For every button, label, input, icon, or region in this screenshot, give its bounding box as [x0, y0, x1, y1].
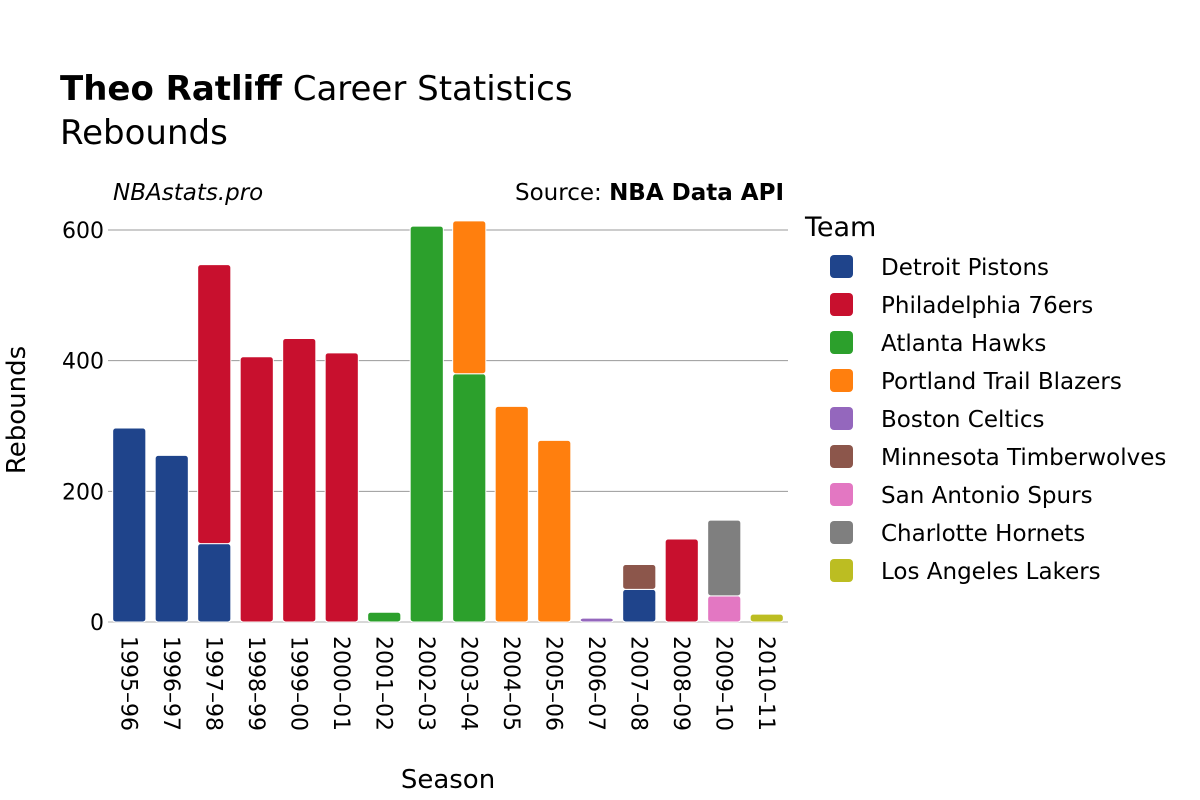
x-tick-label: 2005–06 — [540, 636, 565, 731]
title-rest: Career Statistics — [282, 69, 573, 109]
watermark: NBAstats.pro — [113, 180, 263, 206]
y-tick-label: 600 — [62, 219, 104, 244]
bar-segment — [579, 617, 614, 623]
x-axis-ticks: 1995–96 1996–97 1997–98 1998–99 1999–00 2000–… — [115, 636, 778, 731]
legend-swatch — [830, 293, 853, 316]
y-axis-title: Rebounds — [2, 346, 32, 474]
bars — [112, 220, 784, 623]
bar-segment — [664, 538, 699, 623]
x-tick-label: 1996–97 — [158, 636, 183, 731]
bar-segment — [452, 220, 487, 375]
bar-segment — [154, 454, 189, 623]
bar-segment — [452, 373, 487, 623]
legend-swatch — [830, 483, 853, 506]
legend-label: Detroit Pistons — [881, 255, 1049, 281]
x-tick-label: 1998–99 — [243, 636, 268, 731]
source-label: Source: NBA Data API — [515, 180, 784, 206]
bar-segment — [367, 611, 402, 623]
legend-label: Atlanta Hawks — [881, 331, 1046, 357]
x-tick-label: 2004–05 — [498, 636, 523, 731]
bar-segment — [197, 543, 232, 623]
bar-segment — [112, 427, 147, 623]
x-tick-label: 2000–01 — [328, 636, 353, 731]
legend-label: San Antonio Spurs — [881, 483, 1093, 509]
legend-swatch — [830, 255, 853, 278]
legend-label: Philadelphia 76ers — [881, 293, 1093, 319]
x-tick-label: 2007–08 — [625, 636, 650, 731]
bar-segment — [494, 405, 529, 623]
chart-subtitle: Rebounds — [60, 113, 228, 153]
x-tick-label: 2001–02 — [370, 636, 395, 731]
bar-segment — [707, 519, 742, 597]
bar-segment — [324, 352, 359, 623]
bar-segment — [707, 595, 742, 623]
source-name: NBA Data API — [609, 180, 784, 206]
x-axis-title: Season — [401, 765, 495, 795]
bar-segment — [239, 356, 274, 623]
bar-segment — [749, 613, 784, 623]
x-tick-label: 1999–00 — [285, 636, 310, 731]
bar-segment — [622, 588, 657, 623]
y-tick-label: 0 — [90, 611, 104, 636]
y-tick-label: 200 — [62, 480, 104, 505]
x-tick-label: 2003–04 — [455, 636, 480, 731]
legend-label: Minnesota Timberwolves — [881, 445, 1166, 471]
bar-segment — [197, 264, 232, 545]
legend-label: Los Angeles Lakers — [881, 559, 1101, 585]
y-axis-ticks: 0 200 400 600 — [62, 219, 104, 636]
bar-segment — [409, 225, 444, 623]
legend-label: Portland Trail Blazers — [881, 369, 1122, 395]
legend-swatch — [830, 407, 853, 430]
x-tick-label: 1995–96 — [115, 636, 140, 731]
bar-segment — [622, 564, 657, 590]
x-tick-label: 2002–03 — [413, 636, 438, 731]
bar-segment — [282, 337, 317, 623]
legend-swatch — [830, 445, 853, 468]
x-tick-label: 2010–11 — [753, 636, 778, 731]
legend-swatch — [830, 521, 853, 544]
legend-swatch — [830, 559, 853, 582]
legend-swatch — [830, 369, 853, 392]
y-tick-label: 400 — [62, 350, 104, 375]
chart-title: Theo Ratliff Career Statistics — [60, 69, 573, 109]
legend-swatch — [830, 331, 853, 354]
x-tick-label: 1997–98 — [200, 636, 225, 731]
x-tick-label: 2008–09 — [668, 636, 693, 731]
title-player-name: Theo Ratliff — [60, 69, 282, 109]
x-tick-label: 2006–07 — [583, 636, 608, 731]
legend-title: Team — [804, 212, 876, 243]
x-tick-label: 2009–10 — [710, 636, 735, 731]
legend: Detroit Pistons Philadelphia 76ers Atlanta… — [830, 255, 1166, 585]
source-prefix: Source: — [515, 180, 609, 206]
legend-label: Boston Celtics — [881, 407, 1044, 433]
legend-label: Charlotte Hornets — [881, 521, 1085, 547]
bar-segment — [537, 439, 572, 623]
